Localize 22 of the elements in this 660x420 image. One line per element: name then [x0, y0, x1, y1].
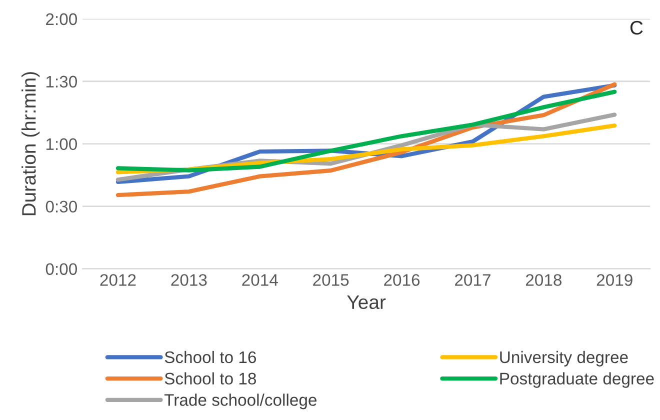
x-tick-label: 2016: [384, 274, 420, 286]
legend-label: Postgraduate degree: [500, 372, 654, 388]
x-tick-label: 2017: [455, 274, 490, 286]
legend-label: Trade school/college: [164, 394, 316, 410]
x-tick-label: 2015: [313, 274, 349, 286]
y-tick-label: 0:00: [46, 263, 77, 276]
y-tick-label: 2:00: [46, 13, 77, 26]
x-tick-label: 2013: [171, 274, 207, 286]
y-tick-label: 1:30: [46, 76, 77, 88]
y-tick-label: 1:00: [46, 138, 77, 150]
line-series: [116, 90, 617, 172]
y-tick-label: 0:30: [46, 200, 77, 213]
x-tick-label: 2014: [242, 274, 278, 286]
y-axis-title: Duration (hr:min): [22, 72, 40, 216]
legend-label: University degree: [500, 350, 628, 366]
legend-label: School to 16: [164, 350, 256, 364]
annotation: C: [630, 20, 643, 35]
x-tick-label: 2018: [526, 274, 562, 286]
x-axis-title: Year: [347, 295, 386, 310]
legend-label: School to 18: [164, 372, 256, 385]
x-tick-label: 2012: [100, 274, 136, 286]
x-tick-label: 2019: [596, 274, 632, 286]
